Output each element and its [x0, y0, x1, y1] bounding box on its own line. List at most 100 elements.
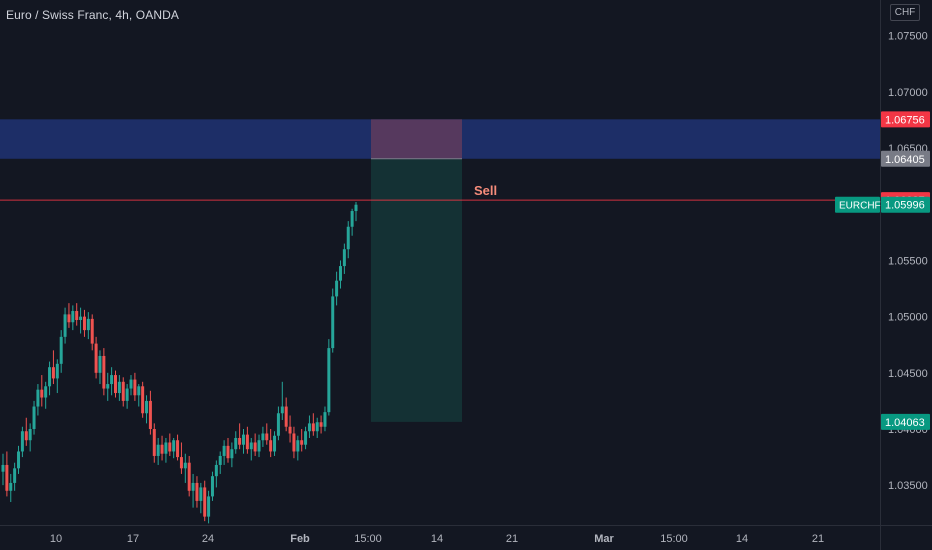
candle-body: [113, 375, 117, 394]
candle-body: [273, 435, 277, 452]
price-tick-label: 1.03500: [888, 480, 928, 492]
zones-layer: [0, 119, 880, 422]
candle-body: [59, 336, 63, 364]
candle-body: [86, 318, 90, 331]
candle-body: [203, 487, 207, 517]
candle-body: [307, 423, 311, 432]
sell-label: Sell: [474, 183, 497, 198]
price-tick-label: 1.05000: [888, 312, 928, 324]
candle: [28, 423, 32, 452]
candle: [249, 437, 253, 461]
candle-body: [183, 462, 187, 469]
candle: [284, 397, 288, 432]
candle: [63, 307, 67, 344]
candle: [133, 372, 137, 401]
candles-layer: [1, 202, 358, 524]
candle-body: [354, 204, 358, 212]
candle-body: [253, 442, 257, 452]
candle: [106, 372, 110, 401]
candle-body: [48, 367, 52, 387]
candle-body: [226, 445, 230, 459]
candle-body: [191, 482, 195, 491]
candle-body: [133, 379, 137, 396]
candle-body: [342, 249, 346, 267]
currency-badge[interactable]: CHF: [890, 4, 920, 21]
candle: [13, 462, 17, 491]
candle-body: [300, 440, 304, 445]
candle: [338, 260, 342, 289]
candle-body: [90, 318, 94, 344]
symbol-title: Euro / Swiss Franc, 4h, OANDA: [6, 8, 179, 22]
candle-body: [242, 434, 246, 445]
candle: [210, 471, 214, 501]
candle: [113, 370, 117, 398]
candle-body: [141, 386, 145, 414]
candle-body: [98, 355, 102, 373]
candle-body: [327, 348, 331, 413]
price-label-badge: 1.04063: [881, 413, 930, 430]
candle: [315, 417, 319, 438]
price-label-bg: [881, 413, 930, 430]
candle: [82, 309, 86, 337]
candle: [44, 381, 48, 409]
take-profit-zone: [371, 158, 462, 422]
candle: [36, 384, 40, 416]
candle-body: [280, 406, 284, 414]
candle: [354, 202, 358, 222]
candle: [331, 288, 335, 353]
price-label-bg: [881, 150, 930, 167]
candle-body: [32, 406, 36, 429]
price-label-text: 1.06405: [885, 154, 925, 166]
price-label-badge: 1.06405: [881, 150, 930, 167]
candle: [273, 431, 277, 456]
candle-body: [152, 428, 156, 456]
candle: [214, 460, 218, 488]
time-tick-label: 10: [50, 533, 62, 545]
price-label-badge: 1.06756: [881, 111, 930, 128]
candle: [86, 312, 90, 340]
candle-body: [214, 464, 218, 477]
price-label-text: 1.05996: [885, 200, 925, 212]
candle-body: [40, 389, 44, 398]
candle-body: [265, 433, 269, 441]
candle-body: [137, 386, 141, 396]
candle: [145, 395, 149, 424]
candle: [90, 314, 94, 351]
candle: [110, 367, 114, 396]
candle: [207, 490, 211, 524]
candle-body: [179, 457, 183, 469]
candle: [164, 437, 168, 463]
candle: [257, 434, 261, 458]
candle: [98, 350, 102, 385]
candle: [307, 415, 311, 438]
candle: [346, 221, 350, 259]
candle-body: [17, 451, 21, 469]
candle: [129, 375, 133, 396]
candle: [172, 437, 176, 459]
candle-body: [222, 445, 226, 456]
candle: [102, 348, 106, 396]
candle: [195, 476, 199, 508]
price-label-bg: [881, 196, 930, 213]
candle: [350, 208, 354, 236]
candle: [288, 415, 292, 443]
candle-body: [110, 375, 114, 385]
time-tick-label: 24: [202, 533, 214, 545]
candle: [335, 271, 339, 306]
candle-body: [94, 343, 98, 373]
time-tick-label: Mar: [594, 533, 614, 545]
candle: [71, 305, 75, 331]
candle-body: [75, 311, 79, 321]
time-tick-label: 15:00: [354, 533, 382, 545]
candle: [199, 482, 203, 514]
candle-body: [276, 413, 280, 436]
lines-layer: Sell: [0, 183, 880, 201]
candle-body: [121, 381, 125, 401]
candle: [1, 453, 5, 486]
candle: [238, 423, 242, 450]
candle: [125, 384, 129, 409]
candle-body: [168, 442, 172, 452]
